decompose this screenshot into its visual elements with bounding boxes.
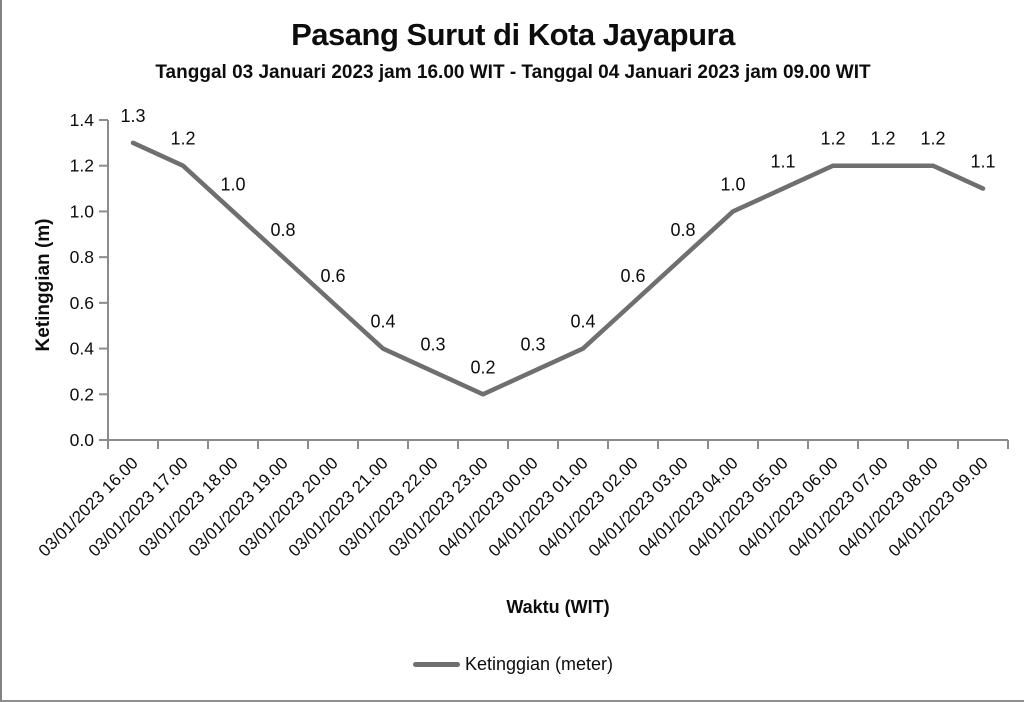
y-tick-label: 1.4 <box>70 110 95 130</box>
y-tick-label: 0.8 <box>70 247 94 267</box>
data-point-label: 0.3 <box>520 334 545 354</box>
data-point-label: 1.3 <box>120 106 145 126</box>
y-tick-label: 0.4 <box>70 339 95 359</box>
data-point-label: 0.3 <box>420 334 445 354</box>
data-point-label: 0.2 <box>470 357 495 377</box>
data-point-label: 0.4 <box>570 312 595 332</box>
data-point-label: 0.8 <box>670 220 695 240</box>
data-point-label: 0.4 <box>370 312 395 332</box>
data-point-label: 1.2 <box>170 129 195 149</box>
y-tick-label: 0.6 <box>70 293 94 313</box>
series-line <box>130 140 986 397</box>
data-point-label: 1.2 <box>920 129 945 149</box>
chart-title: Pasang Surut di Kota Jayapura <box>291 17 735 52</box>
legend-line-icon <box>412 662 460 667</box>
x-axis-title: Waktu (WIT) <box>506 597 610 617</box>
data-point-label: 1.0 <box>220 174 245 194</box>
y-tick-label: 1.2 <box>70 156 94 176</box>
y-tick-label: 0.2 <box>70 384 94 404</box>
data-point-label: 0.6 <box>620 266 645 286</box>
y-tick-label: 1.0 <box>70 201 95 221</box>
data-point-label: 1.1 <box>970 152 995 172</box>
data-point-label: 0.8 <box>270 220 295 240</box>
data-point-label: 1.2 <box>870 129 895 149</box>
data-point-label: 1.1 <box>770 152 795 172</box>
chart-subtitle: Tanggal 03 Januari 2023 jam 16.00 WIT - … <box>155 62 871 83</box>
y-tick-label: 0.0 <box>70 430 95 450</box>
data-point-label: 1.2 <box>820 129 845 149</box>
data-point-label: 1.0 <box>720 174 745 194</box>
legend: Ketinggian (meter) <box>2 654 1024 675</box>
legend-label: Ketinggian (meter) <box>464 654 614 674</box>
data-point-label: 0.6 <box>320 266 345 286</box>
